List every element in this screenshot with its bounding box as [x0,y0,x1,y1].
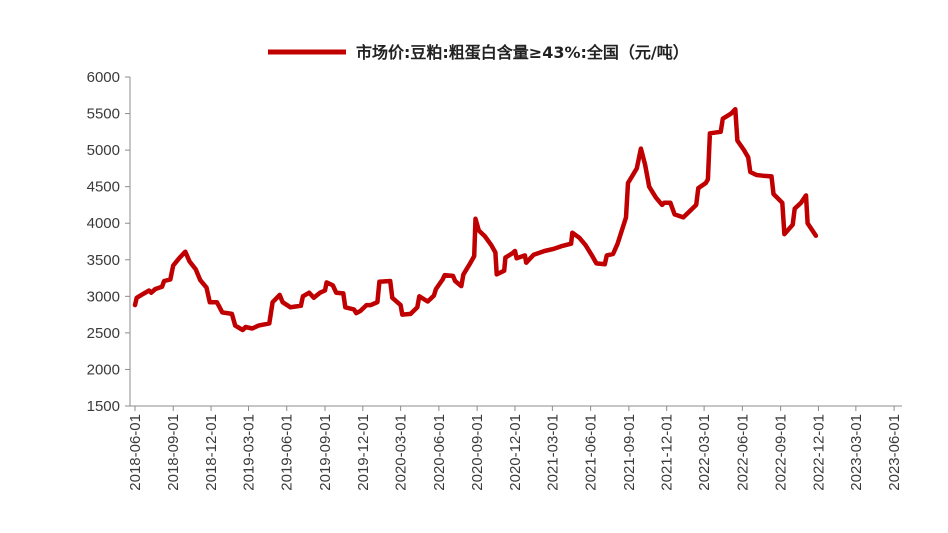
x-tick-label: 2021-06-01 [583,414,600,491]
y-tick-label: 6000 [87,69,120,86]
x-tick-label: 2020-06-01 [431,414,448,491]
x-tick-label: 2019-03-01 [240,414,257,491]
y-tick-label: 4000 [87,215,120,232]
x-tick-label: 2020-12-01 [507,414,524,491]
x-tick-label: 2018-09-01 [165,414,182,491]
legend-label: 市场价:豆粕:粗蛋白含量≥43%:全国（元/吨） [356,43,689,62]
y-tick-label: 3500 [87,252,120,269]
x-tick-label: 2022-12-01 [810,414,827,491]
x-tick-label: 2020-09-01 [469,414,486,491]
x-tick-label: 2022-09-01 [773,414,790,491]
x-tick-label: 2023-06-01 [886,414,903,491]
x-axis: 2018-06-01 2018-09-01 2018-12-01 2019-03-01… [127,405,903,491]
x-tick-label: 2020-03-01 [393,414,410,491]
x-tick-label: 2021-09-01 [621,414,638,491]
x-tick-label: 2018-06-01 [127,414,144,491]
y-tick-label: 5500 [87,106,120,123]
x-tick-label: 2021-12-01 [659,414,676,491]
x-tick-label: 2019-12-01 [355,414,372,491]
y-tick-label: 4500 [87,179,120,196]
y-axis: 1500 2000 2500 3000 3500 4000 4500 5000 5500 6000 [87,69,131,415]
y-tick-label: 1500 [87,398,120,415]
x-tick-label: 2022-06-01 [734,414,751,491]
y-tick-label: 3000 [87,288,120,305]
x-tick-label: 2019-09-01 [317,414,334,491]
x-tick-label: 2018-12-01 [203,414,220,491]
x-tick-label: 2023-03-01 [848,414,865,491]
x-tick-label: 2021-03-01 [544,414,561,491]
y-tick-label: 2000 [87,361,120,378]
x-tick-label: 2022-03-01 [696,414,713,491]
series-layer [132,106,819,333]
series-line [132,106,819,333]
y-tick-label: 5000 [87,142,120,159]
y-tick-label: 2500 [87,325,120,342]
x-tick-label: 2019-06-01 [279,414,296,491]
legend: 市场价:豆粕:粗蛋白含量≥43%:全国（元/吨） [268,43,689,62]
